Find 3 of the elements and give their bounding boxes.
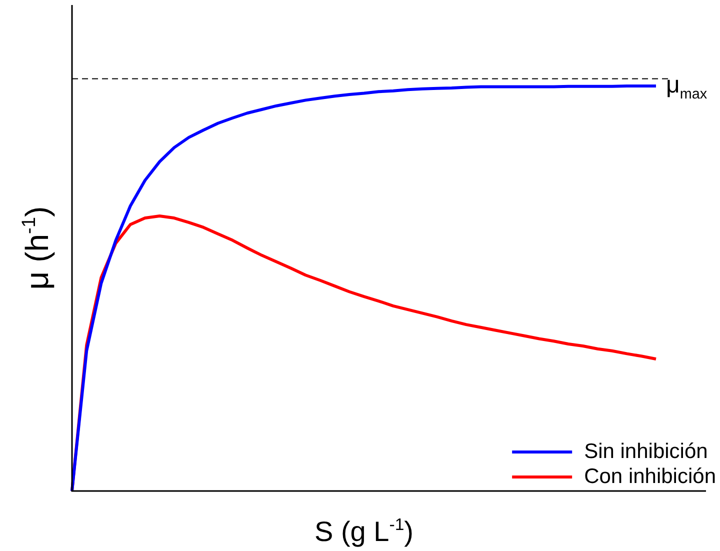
legend-label: Sin inhibición [584, 440, 708, 463]
y-axis-title: μ (h-1) [19, 206, 55, 290]
legend-label: Con inhibición [584, 464, 716, 488]
